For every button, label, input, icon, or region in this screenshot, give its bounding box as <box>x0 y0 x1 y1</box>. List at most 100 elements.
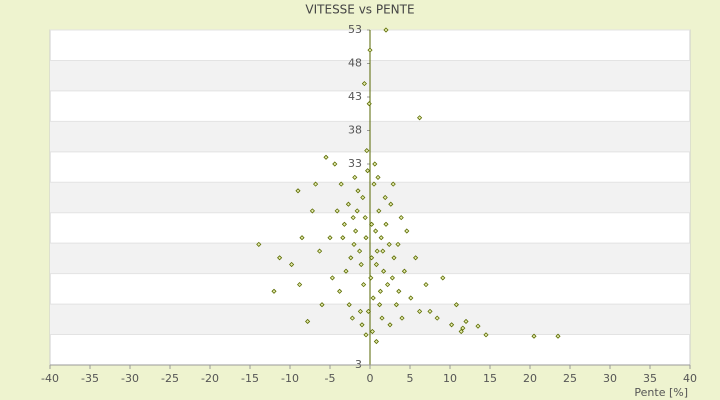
point <box>380 248 386 254</box>
point <box>361 81 367 87</box>
point <box>463 318 469 325</box>
point <box>357 308 363 314</box>
point <box>417 115 423 121</box>
point <box>358 261 364 268</box>
x-tick-label: 40 <box>683 372 697 385</box>
point <box>386 241 392 247</box>
point <box>376 208 382 214</box>
point <box>381 268 387 274</box>
point <box>367 47 373 53</box>
point <box>369 255 375 261</box>
point <box>396 288 402 294</box>
point <box>299 235 305 241</box>
point <box>390 181 396 187</box>
point <box>305 318 311 325</box>
x-axis-label: Pente [%] <box>634 386 688 399</box>
point <box>332 161 338 167</box>
point <box>417 308 423 314</box>
point <box>373 338 379 345</box>
point <box>329 275 335 281</box>
point <box>393 302 399 308</box>
x-tick-label: -15 <box>241 372 259 385</box>
y-tick-label: 48 <box>348 57 362 70</box>
point <box>357 248 363 254</box>
point <box>361 282 367 288</box>
point <box>399 315 405 321</box>
point <box>440 275 446 281</box>
x-tick-label: 20 <box>523 372 537 385</box>
point <box>295 188 301 194</box>
point <box>271 288 277 294</box>
point <box>256 241 262 247</box>
x-tick-label: -10 <box>281 372 299 385</box>
point <box>362 215 368 221</box>
point <box>370 295 376 301</box>
x-tick-label: 35 <box>643 372 657 385</box>
point <box>348 255 354 261</box>
chart-title: VITESSE vs PENTE <box>305 3 414 17</box>
point <box>378 235 384 241</box>
point <box>317 248 323 254</box>
x-tick-label: -20 <box>201 372 219 385</box>
point <box>289 261 295 268</box>
point <box>277 255 283 261</box>
point <box>475 323 481 329</box>
point <box>374 248 380 254</box>
point <box>555 333 561 339</box>
point <box>366 101 372 107</box>
point <box>345 201 351 207</box>
point <box>434 315 440 321</box>
point <box>449 322 455 328</box>
point <box>377 302 383 308</box>
point <box>427 308 433 314</box>
point <box>377 288 383 294</box>
point <box>483 332 489 338</box>
y-tick-label: 53 <box>348 23 362 36</box>
point <box>413 255 419 261</box>
point <box>373 228 379 234</box>
point <box>337 288 343 294</box>
point <box>353 228 359 234</box>
point <box>389 275 395 281</box>
x-tick-label: 15 <box>483 372 497 385</box>
x-tick-label: 10 <box>443 372 457 385</box>
point <box>365 308 371 314</box>
point <box>346 302 352 308</box>
point <box>372 161 378 167</box>
point <box>341 221 347 227</box>
point <box>531 333 537 339</box>
point <box>338 181 344 187</box>
x-tick-label: 25 <box>563 372 577 385</box>
point <box>351 241 357 247</box>
point <box>313 181 319 187</box>
point <box>340 235 346 241</box>
point <box>369 221 375 227</box>
x-tick-label: 5 <box>407 372 414 385</box>
point <box>309 208 315 214</box>
point <box>379 315 385 321</box>
point <box>383 27 389 33</box>
point <box>391 255 397 261</box>
point <box>371 181 377 187</box>
point <box>373 261 379 268</box>
point <box>458 328 464 335</box>
point <box>460 325 466 331</box>
point <box>359 322 365 328</box>
point <box>369 328 375 335</box>
x-tick-label: -30 <box>121 372 139 385</box>
point <box>350 215 356 221</box>
point <box>355 188 361 194</box>
point <box>395 241 401 247</box>
x-tick-label: -40 <box>41 372 59 385</box>
point <box>323 154 329 160</box>
point <box>354 208 360 214</box>
point <box>382 194 388 201</box>
point <box>385 282 391 288</box>
point <box>349 315 355 321</box>
point <box>363 332 369 338</box>
point <box>352 174 358 180</box>
point <box>453 302 459 308</box>
x-tick-label: 30 <box>603 372 617 385</box>
point <box>383 221 389 227</box>
point <box>375 174 381 180</box>
